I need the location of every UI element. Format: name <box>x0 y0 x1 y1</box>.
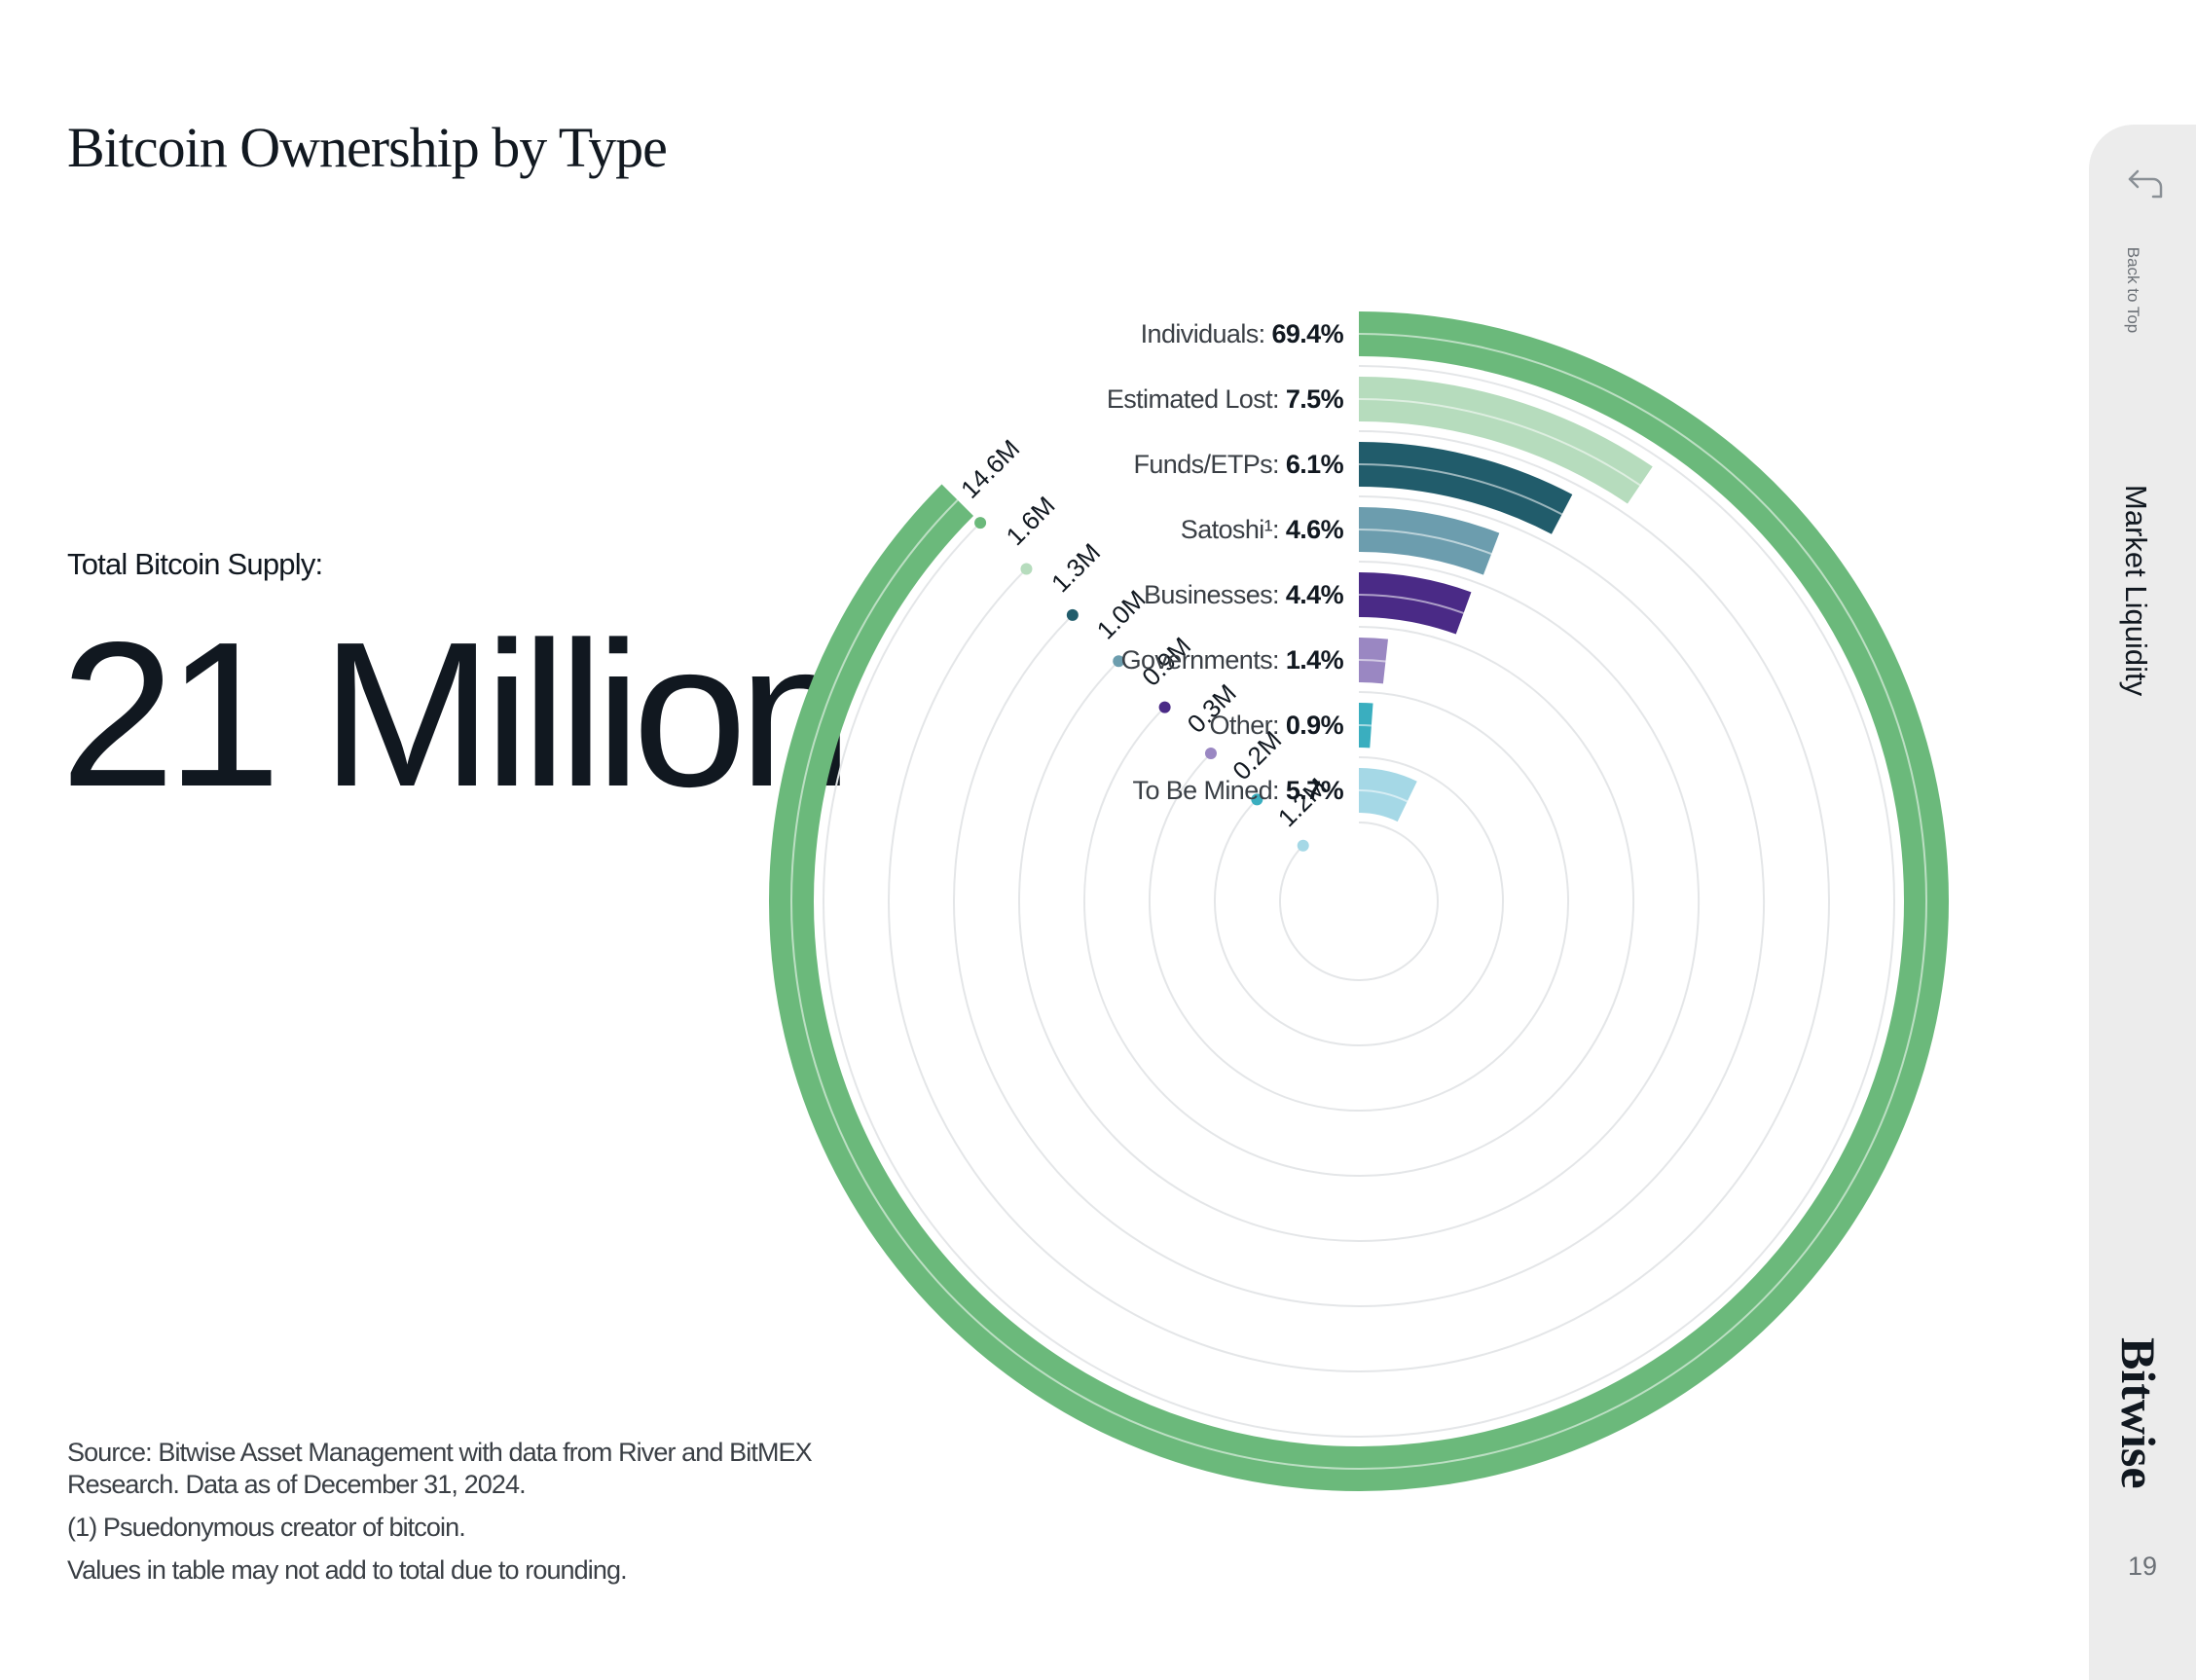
page-number: 19 <box>2127 1552 2158 1581</box>
amount-label-funds-etps: 1.3M <box>1045 537 1106 598</box>
category-label-satoshi: Satoshi¹: 4.6% <box>1181 515 1344 544</box>
bar-businesses[interactable] <box>1358 572 1472 635</box>
section-label[interactable]: Market Liquidity <box>2119 485 2153 697</box>
amount-label-satoshi: 1.0M <box>1091 584 1152 644</box>
rounding-note: Values in table may not add to total due… <box>67 1555 628 1585</box>
track-funds-etps <box>953 495 1765 1307</box>
bar-highlight-individuals <box>790 333 1927 1470</box>
bar-satoshi[interactable] <box>1358 507 1500 575</box>
bar-individuals[interactable] <box>769 311 1949 1491</box>
category-percent-satoshi: 4.6% <box>1286 515 1344 544</box>
source-note: Source: Bitwise Asset Management with da… <box>67 1438 813 1499</box>
category-percent-to-be-mined: 5.7% <box>1286 776 1344 805</box>
end-dot-other <box>1251 793 1263 806</box>
end-dot-businesses <box>1158 701 1171 713</box>
back-arrow-icon[interactable] <box>2124 164 2167 206</box>
amount-label-estimated-lost: 1.6M <box>1001 491 1061 551</box>
total-supply-value: 21 Million <box>60 599 854 829</box>
bar-highlight-estimated-lost <box>1358 398 1641 487</box>
bar-funds-etps[interactable] <box>1358 442 1573 534</box>
bar-highlight-to-be-mined <box>1358 789 1409 803</box>
category-label-funds-etps: Funds/ETPs: 6.1% <box>1133 450 1343 479</box>
end-dot-estimated-lost <box>1020 563 1033 575</box>
track-to-be-mined <box>1279 822 1439 981</box>
bar-highlight-satoshi <box>1358 529 1492 556</box>
back-to-top-link[interactable]: Back to Top <box>2124 246 2142 334</box>
chart-notes: Source: Bitwise Asset Management with da… <box>67 1437 924 1597</box>
track-satoshi <box>1018 561 1700 1242</box>
category-label-governments: Governments: 1.4% <box>1121 645 1344 675</box>
category-label-businesses: Businesses: 4.4% <box>1144 580 1344 609</box>
category-label-other: Other: 0.9% <box>1210 711 1344 740</box>
end-dot-to-be-mined <box>1297 839 1309 852</box>
bar-highlight-funds-etps <box>1358 463 1563 516</box>
end-dot-governments <box>1204 747 1217 759</box>
category-percent-estimated-lost: 7.5% <box>1286 384 1344 414</box>
brand-logo: Bitwise <box>2111 1337 2166 1489</box>
category-percent-individuals: 69.4% <box>1271 319 1343 348</box>
sidebar: Back to Top Market Liquidity Bitwise 19 <box>2089 125 2196 1680</box>
total-supply-label: Total Bitcoin Supply: <box>67 547 323 581</box>
end-dot-individuals <box>974 517 987 530</box>
page-title: Bitcoin Ownership by Type <box>67 116 668 179</box>
track-other <box>1214 756 1504 1046</box>
category-percent-funds-etps: 6.1% <box>1286 450 1344 479</box>
amount-label-individuals: 14.6M <box>955 434 1025 504</box>
category-percent-governments: 1.4% <box>1286 645 1344 675</box>
category-label-to-be-mined: To Be Mined: 5.7% <box>1133 776 1344 805</box>
bar-highlight-governments <box>1358 658 1386 663</box>
category-percent-businesses: 4.4% <box>1286 580 1344 609</box>
category-label-estimated-lost: Estimated Lost: 7.5% <box>1107 384 1344 414</box>
footnote: (1) Psuedonymous creator of bitcoin. <box>67 1513 466 1542</box>
track-individuals <box>823 365 1895 1438</box>
bar-highlight-businesses <box>1358 594 1464 614</box>
end-dot-funds-etps <box>1066 608 1079 621</box>
end-dot-satoshi <box>1113 655 1125 668</box>
track-estimated-lost <box>888 430 1830 1372</box>
track-businesses <box>1083 626 1634 1177</box>
category-label-individuals: Individuals: 69.4% <box>1141 319 1344 348</box>
track-governments <box>1149 691 1569 1112</box>
category-percent-other: 0.9% <box>1286 711 1344 740</box>
